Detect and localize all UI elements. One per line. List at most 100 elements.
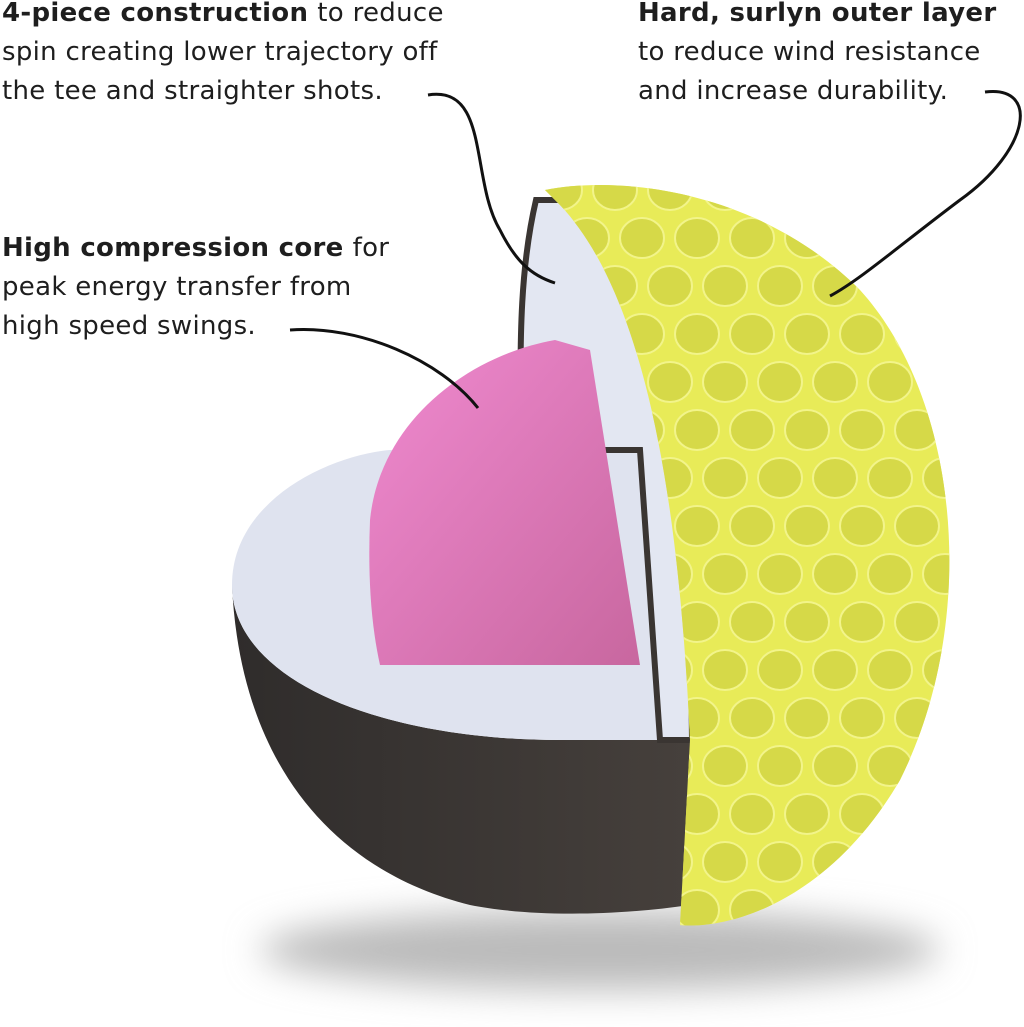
core [369,340,640,665]
dimple [784,697,830,739]
dimple [839,217,885,259]
dimple [949,889,950,926]
dimple [894,889,940,926]
dimple [894,313,940,355]
dimple [894,505,940,547]
dimple [784,217,830,259]
dimple [702,841,748,883]
callout: 4-piece construction to reduce spin creat… [2,0,444,111]
dimple [729,313,775,355]
dimple [839,601,885,643]
dimple [674,217,720,259]
callout-text: and increase durability. [638,76,949,106]
dimple [757,745,803,787]
dimple [812,553,858,595]
callout-title: Hard, surlyn outer layer [638,0,997,28]
dimple [922,745,950,787]
dimple [867,361,913,403]
dimple [619,217,665,259]
dimple [894,601,940,643]
dimple [729,217,775,259]
dimple [729,793,775,835]
dimple [812,649,858,691]
dimple [647,265,693,307]
leader-lines [289,90,1022,409]
dimple [839,313,885,355]
dimple [784,313,830,355]
dimple [647,185,693,211]
dimple [894,409,940,451]
callout-line: High compression core for [2,229,389,268]
dimple [949,697,950,739]
callout-line: 4-piece construction to reduce [2,0,444,33]
callout-title: High compression core [2,233,344,263]
dimple [757,265,803,307]
callout-text: to reduce [317,0,444,28]
callout-title: 4-piece construction [2,0,309,28]
leader-line [829,90,1022,298]
dimple [867,265,913,307]
dimple [812,361,858,403]
callout: High compression core for peak energy tra… [2,229,389,346]
dimple [839,409,885,451]
callout-text: to reduce wind resistance [638,37,981,67]
shadow [260,910,940,990]
dimple [922,265,950,307]
dimple [674,313,720,355]
callout-text: spin creating lower trajectory off [2,37,438,67]
dimple [757,553,803,595]
dimple [729,697,775,739]
dimple [784,793,830,835]
dimple [949,793,950,835]
dimple [812,745,858,787]
dimple [647,361,693,403]
dimple [757,185,803,211]
leader-line [427,92,556,285]
dimple [757,361,803,403]
dimple [867,745,913,787]
dimple [867,185,913,211]
dimple [702,553,748,595]
dimple [867,649,913,691]
dimple [812,457,858,499]
dimple [674,409,720,451]
dimple [922,185,950,211]
dimple [702,265,748,307]
callout-text: peak energy transfer from [2,272,352,302]
callout-text: the tee and straighter shots. [2,76,383,106]
callout-text: for [352,233,390,263]
dimple [949,601,950,643]
dimple [702,457,748,499]
dimple [922,649,950,691]
dimple [729,601,775,643]
dimple [812,265,858,307]
outer-bowl [232,585,690,914]
dimple [784,601,830,643]
dimple [894,217,940,259]
dimple [922,553,950,595]
dimple [949,313,950,355]
dimple [757,841,803,883]
dimple [702,361,748,403]
dimple [702,745,748,787]
dimple [702,649,748,691]
dimple [949,217,950,259]
dimple [674,505,720,547]
callout-line: Hard, surlyn outer layer [638,0,1005,33]
dimple [867,841,913,883]
dimple [812,185,858,211]
dimple [757,649,803,691]
leader-line [289,328,480,409]
dimple [839,697,885,739]
dimple [867,553,913,595]
callout-text: high speed swings. [2,311,256,341]
dimple [867,457,913,499]
dimple [784,409,830,451]
dimple [949,409,950,451]
dimple [894,793,940,835]
dimple [839,793,885,835]
dimple [729,505,775,547]
dimple [702,185,748,211]
